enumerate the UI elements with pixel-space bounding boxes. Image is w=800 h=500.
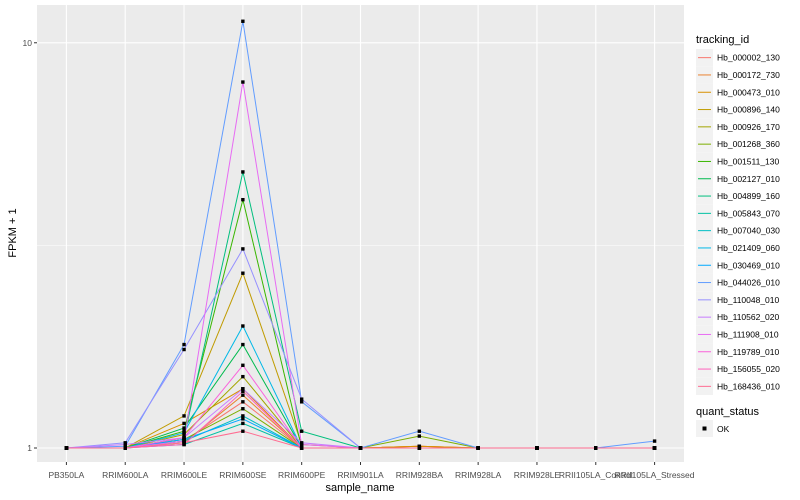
data-point: [64, 446, 69, 450]
legend-label: Hb_005843_070: [717, 208, 780, 218]
x-tick-label: RRIM600LE: [161, 470, 208, 480]
legend-label: Hb_110048_010: [717, 295, 780, 305]
data-point: [241, 400, 245, 404]
data-point: [182, 414, 186, 418]
y-axis: 1 10: [23, 38, 37, 453]
x-tick-label: PB350LA: [48, 470, 84, 480]
data-point: [241, 421, 245, 426]
data-point: [123, 446, 127, 450]
data-point: [241, 393, 245, 397]
data-point: [535, 446, 539, 450]
data-point: [241, 414, 245, 418]
data-point: [182, 342, 186, 347]
series-points: [64, 19, 657, 450]
x-tick-label: RRII105LA_Stressed: [615, 470, 695, 480]
data-point: [241, 429, 245, 433]
data-point: [299, 446, 304, 450]
data-point: [241, 387, 245, 391]
data-point: [241, 247, 245, 251]
data-point: [241, 363, 245, 367]
data-point: [182, 441, 186, 445]
x-tick-label: RRIM901LA: [337, 470, 384, 480]
legend-label: Hb_000002_130: [717, 53, 780, 63]
data-point: [652, 446, 657, 450]
data-point: [299, 400, 304, 404]
data-point: [241, 324, 245, 328]
legend2-label: OK: [717, 424, 730, 434]
y-axis-title: FPKM + 1: [7, 208, 19, 257]
legend-label: Hb_001268_360: [717, 139, 780, 149]
legend-label: Hb_021409_060: [717, 243, 780, 253]
data-point: [358, 446, 363, 450]
data-point: [123, 442, 127, 447]
legend-label: Hb_110562_020: [717, 312, 780, 322]
data-point: [594, 446, 598, 450]
x-tick-label: RRII105LA_Control: [559, 470, 633, 480]
x-tick-label: RRIM928BA: [396, 470, 444, 480]
data-point: [241, 19, 245, 23]
data-point: [182, 421, 186, 426]
y-tick-label: 10: [23, 38, 33, 48]
x-tick-label: RRIM928LE: [514, 470, 561, 480]
legend-label: Hb_000926_170: [717, 122, 780, 132]
legend-label: Hb_111908_010: [717, 329, 779, 339]
data-point: [299, 429, 304, 433]
data-point: [241, 271, 245, 275]
x-tick-label: RRIM928LA: [455, 470, 502, 480]
legend-label: Hb_030469_010: [717, 260, 780, 270]
legend-label: Hb_001511_130: [717, 156, 780, 166]
data-point: [299, 442, 304, 447]
data-point: [417, 444, 422, 448]
data-point: [417, 446, 422, 450]
data-point: [299, 397, 304, 401]
x-axis: PB350LA RRIM600LA RRIM600LE RRIM600SE RRIM60…: [48, 462, 695, 480]
data-point: [476, 446, 480, 450]
data-point: [123, 441, 127, 445]
data-point: [182, 436, 186, 440]
data-point: [241, 374, 245, 379]
legend2-point: [702, 426, 707, 431]
data-point: [241, 389, 245, 394]
x-tick-label: RRIM600LA: [102, 470, 149, 480]
legend-label: Hb_000896_140: [717, 105, 780, 115]
legend-label: Hb_002127_010: [717, 174, 780, 184]
data-point: [417, 429, 422, 433]
legend-label: Hb_000473_010: [717, 87, 780, 97]
legend-label: Hb_119789_010: [717, 347, 780, 357]
legend-label: Hb_000172_730: [717, 70, 780, 80]
data-point: [182, 426, 186, 430]
legend-label: Hb_156055_020: [717, 364, 780, 374]
data-point: [182, 347, 186, 352]
data-point: [241, 197, 245, 202]
x-tick-label: RRIM600PE: [278, 470, 326, 480]
legend-label: Hb_004899_160: [717, 191, 780, 201]
data-point: [182, 431, 186, 435]
legend: Hb_000002_130 Hb_000172_730 Hb_000473_010 H…: [696, 49, 780, 395]
y-tick-label: 1: [27, 443, 32, 453]
data-point: [241, 80, 245, 84]
x-axis-title: sample_name: [325, 482, 394, 494]
legend2-title: quant_status: [696, 406, 759, 418]
legend-label: Hb_168436_010: [717, 381, 780, 391]
data-point: [241, 170, 245, 174]
x-tick-label: RRIM600SE: [219, 470, 267, 480]
data-point: [417, 434, 422, 438]
data-point: [241, 407, 245, 411]
data-point: [241, 417, 245, 421]
legend-title: tracking_id: [696, 34, 749, 46]
legend-label: Hb_044026_010: [717, 278, 780, 288]
data-point: [123, 444, 127, 448]
data-point: [652, 439, 657, 443]
data-point: [299, 441, 304, 445]
data-point: [241, 342, 245, 347]
data-point: [182, 439, 186, 443]
legend-label: Hb_007040_030: [717, 226, 780, 236]
data-point: [182, 442, 186, 447]
